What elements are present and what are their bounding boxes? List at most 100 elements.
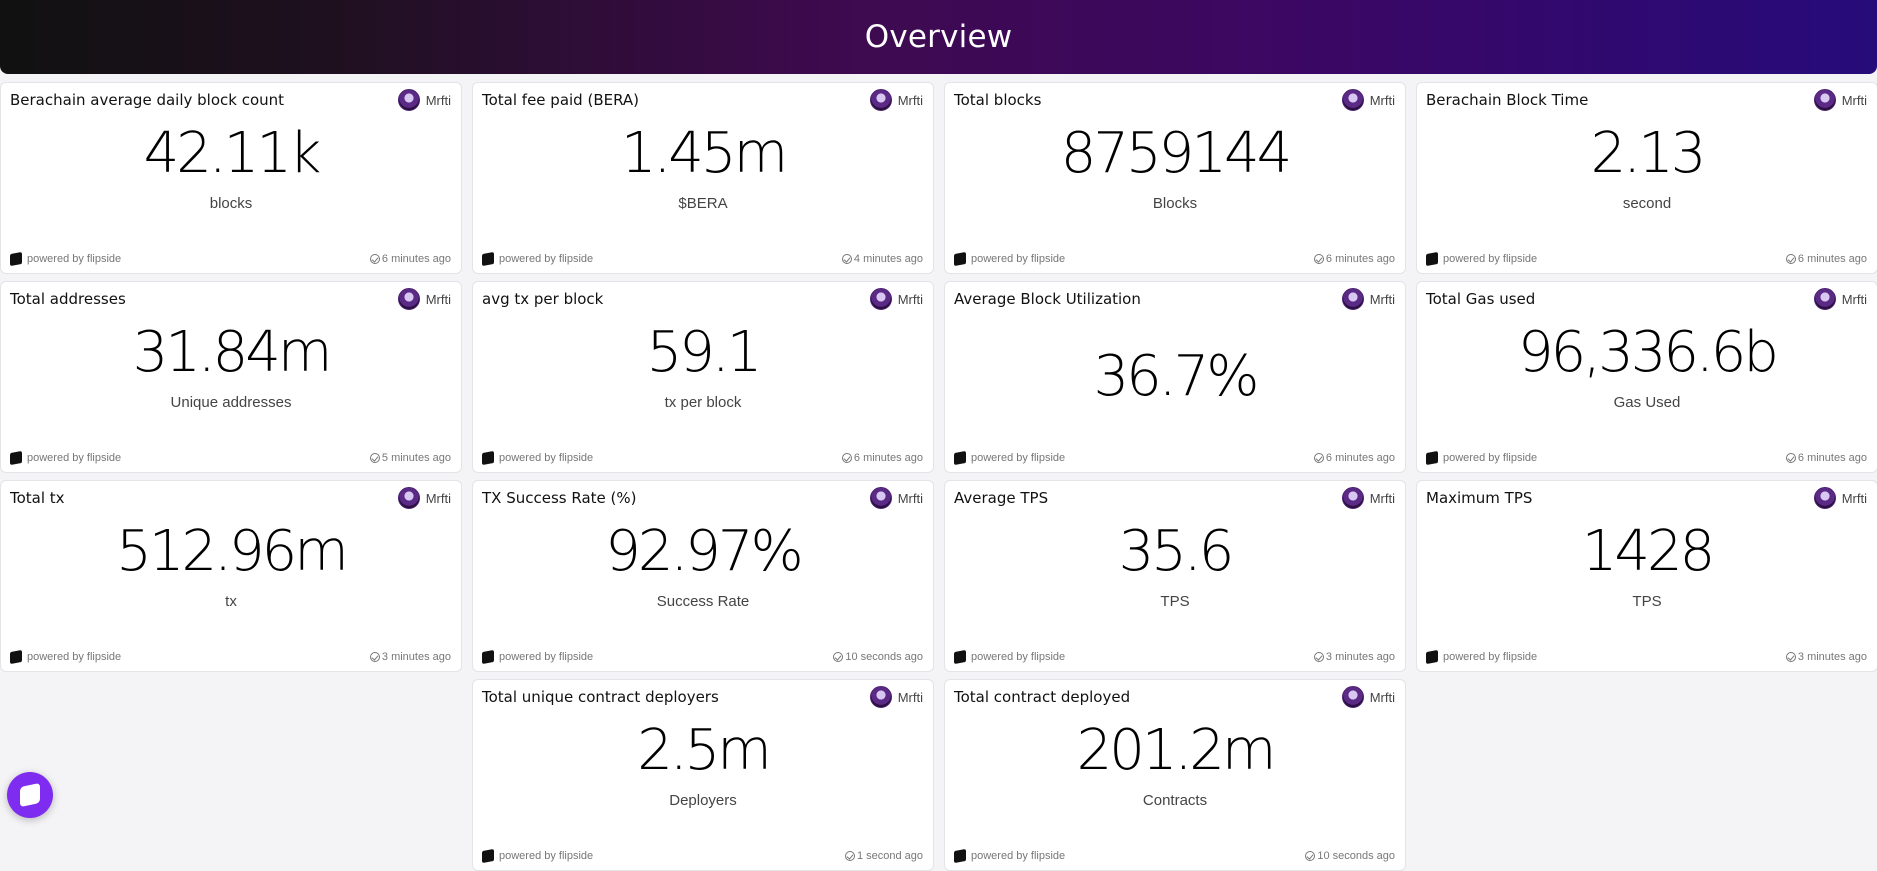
metric-card[interactable]: TX Success Rate (%) Mrfti 92.97% Success… [472,480,934,672]
card-title: Total tx [10,489,65,507]
metric-card[interactable]: Total addresses Mrfti 31.84m Unique addr… [0,281,462,473]
check-circle-icon [369,453,380,463]
metric-card[interactable]: avg tx per block Mrfti 59.1 tx per block… [472,281,934,473]
metric-card[interactable]: Berachain Block Time Mrfti 2.13 second p… [1416,82,1877,274]
metric-unit: TPS [1160,593,1190,610]
powered-by[interactable]: powered by flipside [954,450,1065,466]
last-updated-label: 10 seconds ago [1317,850,1395,862]
check-circle-icon [1785,254,1796,264]
avatar [869,686,892,708]
flipside-logo-icon [20,782,40,808]
card-title: avg tx per block [482,290,604,308]
card-author[interactable]: Mrfti [397,288,451,310]
metric-unit: $BERA [678,195,728,212]
powered-by-label: powered by flipside [1443,651,1538,663]
powered-by[interactable]: powered by flipside [482,450,593,466]
last-updated-label: 6 minutes ago [1797,452,1867,464]
metric-card[interactable]: Total Gas used Mrfti 96,336.6b Gas Used … [1416,281,1877,473]
author-name: Mrfti [897,689,923,705]
author-name: Mrfti [897,291,923,307]
powered-by[interactable]: powered by flipside [954,848,1066,864]
check-circle-icon [1785,652,1796,662]
card-author[interactable]: Mrfti [1813,89,1867,111]
card-author[interactable]: Mrfti [1813,288,1867,310]
powered-by-label: powered by flipside [971,850,1066,862]
card-author[interactable]: Mrfti [1341,686,1395,708]
card-title: Total Gas used [1426,290,1536,308]
avatar [869,487,892,509]
powered-by[interactable]: powered by flipside [1426,649,1538,665]
author-name: Mrfti [1369,291,1395,307]
flipside-launcher-button[interactable] [7,772,53,818]
metric-unit: tx per block [664,394,742,411]
author-name: Mrfti [1369,689,1395,705]
card-author[interactable]: Mrfti [397,487,451,509]
metric-unit: Deployers [669,792,737,809]
metric-value: 35.6 [1118,519,1235,584]
powered-by[interactable]: powered by flipside [10,649,121,665]
check-circle-icon [1313,254,1324,264]
flipside-icon [10,649,22,665]
card-author[interactable]: Mrfti [869,487,923,509]
card-title: Maximum TPS [1426,489,1533,507]
metric-card[interactable]: Total unique contract deployers Mrfti 2.… [472,679,934,871]
avatar [1341,89,1364,111]
metric-unit: Gas Used [1613,394,1681,411]
powered-by[interactable]: powered by flipside [954,649,1066,665]
card-title: Berachain Block Time [1426,91,1589,109]
last-updated-label: 5 minutes ago [381,452,451,464]
author-name: Mrfti [1369,490,1395,506]
card-author[interactable]: Mrfti [869,686,923,708]
metric-value: 1428 [1581,519,1716,584]
last-updated: 3 minutes ago [1313,651,1395,663]
metric-unit: Blocks [1152,195,1198,212]
metric-card[interactable]: Total fee paid (BERA) Mrfti 1.45m $BERA … [472,82,934,274]
author-name: Mrfti [425,291,451,307]
last-updated: 6 minutes ago [369,253,451,265]
flipside-icon [954,450,966,466]
powered-by-label: powered by flipside [1443,253,1538,265]
last-updated: 1 second ago [844,850,923,862]
metric-card[interactable]: Total tx Mrfti 512.96m tx powered by fli… [0,480,462,672]
check-circle-icon [1313,652,1324,662]
metric-unit: Success Rate [656,593,750,610]
card-author[interactable]: Mrfti [1341,288,1395,310]
powered-by-label: powered by flipside [971,651,1066,663]
powered-by[interactable]: powered by flipside [10,450,121,466]
metric-card[interactable]: Maximum TPS Mrfti 1428 TPS powered by fl… [1416,480,1877,672]
powered-by[interactable]: powered by flipside [482,649,593,665]
card-author[interactable]: Mrfti [869,89,923,111]
card-author[interactable]: Mrfti [1813,487,1867,509]
powered-by[interactable]: powered by flipside [482,251,593,267]
metric-card[interactable]: Average Block Utilization Mrfti 36.7% po… [944,281,1406,473]
card-author[interactable]: Mrfti [1341,487,1395,509]
powered-by[interactable]: powered by flipside [482,848,593,864]
last-updated: 6 minutes ago [1785,253,1867,265]
author-name: Mrfti [425,490,451,506]
powered-by[interactable]: powered by flipside [10,251,121,267]
metrics-grid: Berachain average daily block count Mrft… [0,82,1877,871]
flipside-icon [482,450,494,466]
metric-value: 512.96m [116,519,349,584]
card-author[interactable]: Mrfti [1341,89,1395,111]
metric-card[interactable]: Total blocks Mrfti 8759144 Blocks powere… [944,82,1406,274]
avatar [1813,288,1836,310]
powered-by[interactable]: powered by flipside [954,251,1065,267]
metric-card[interactable]: Total contract deployed Mrfti 201.2m Con… [944,679,1406,871]
check-circle-icon [369,652,380,662]
metric-card[interactable]: Berachain average daily block count Mrft… [0,82,462,274]
card-author[interactable]: Mrfti [869,288,923,310]
metric-card[interactable]: Average TPS Mrfti 35.6 TPS powered by fl… [944,480,1406,672]
last-updated: 3 minutes ago [369,651,451,663]
metric-value: 2.5m [637,718,772,783]
card-author[interactable]: Mrfti [397,89,451,111]
flipside-icon [1426,450,1438,466]
avatar [1341,686,1364,708]
metric-unit: Unique addresses [170,394,292,411]
check-circle-icon [369,254,380,264]
last-updated: 6 minutes ago [1313,253,1395,265]
powered-by[interactable]: powered by flipside [1426,450,1537,466]
last-updated: 6 minutes ago [1785,452,1867,464]
powered-by[interactable]: powered by flipside [1426,251,1538,267]
avatar [1813,487,1836,509]
